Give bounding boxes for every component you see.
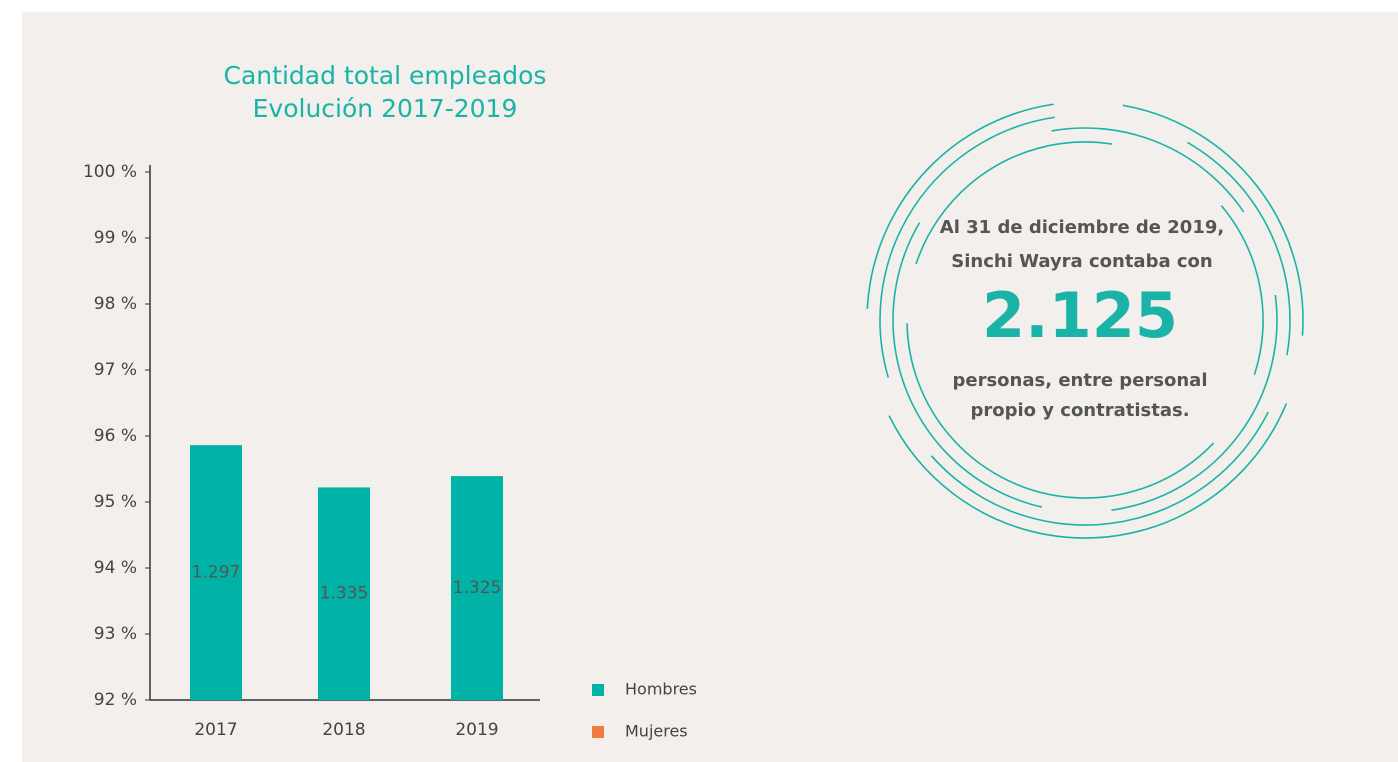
value-label: 1.297 xyxy=(192,563,241,583)
ring xyxy=(866,101,1304,539)
y-tick-label: 99 % xyxy=(94,228,137,248)
bar-segment xyxy=(190,445,242,700)
x-tick-label: 2017 xyxy=(194,720,237,740)
y-tick-label: 98 % xyxy=(94,294,137,314)
y-tick-label: 94 % xyxy=(94,558,137,578)
y-tick-label: 95 % xyxy=(94,492,137,512)
panel xyxy=(22,12,1398,762)
callout-text: Al 31 de diciembre de 2019, xyxy=(940,217,1224,238)
ring xyxy=(879,114,1291,526)
x-tick-label: 2018 xyxy=(322,720,365,740)
callout-text: personas, entre personal xyxy=(953,370,1208,391)
ring xyxy=(892,127,1278,513)
y-tick-label: 93 % xyxy=(94,624,137,644)
callout-text: propio y contratistas. xyxy=(970,400,1189,421)
legend-label: Mujeres xyxy=(625,722,688,741)
bar-segment xyxy=(451,476,503,700)
ring xyxy=(906,141,1264,499)
legend-swatch xyxy=(592,726,604,738)
callout: Al 31 de diciembre de 2019, Sinchi Wayra… xyxy=(866,101,1304,539)
y-tick-label: 100 % xyxy=(83,162,137,182)
bar-segment xyxy=(318,487,370,700)
value-label: 1.325 xyxy=(453,578,502,598)
legend-label: Hombres xyxy=(625,680,697,699)
legend-swatch xyxy=(592,684,604,696)
y-tick-label: 92 % xyxy=(94,690,137,710)
callout-text: Sinchi Wayra contaba con xyxy=(951,251,1212,272)
x-tick-label: 2019 xyxy=(455,720,498,740)
value-label: 1.335 xyxy=(320,584,369,604)
chart-title: Evolución 2017-2019 xyxy=(253,94,518,123)
y-tick-label: 96 % xyxy=(94,426,137,446)
y-tick-label: 97 % xyxy=(94,360,137,380)
chart-title: Cantidad total empleados xyxy=(224,61,547,90)
callout-number: 2.125 xyxy=(982,279,1178,352)
